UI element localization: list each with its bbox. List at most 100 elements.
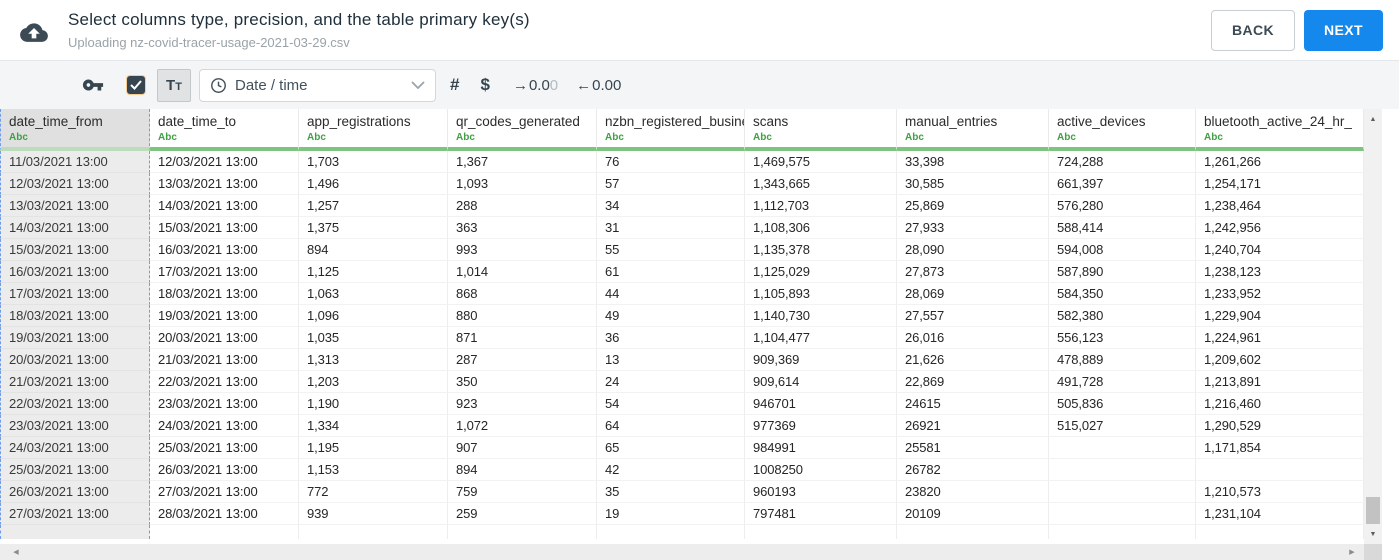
cell[interactable]: 1,496 [299,173,448,195]
cell[interactable]: 20/03/2021 13:00 [0,349,150,371]
include-column-checkbox[interactable] [127,76,145,94]
column-header-date_time_to[interactable]: date_time_to Abc [150,109,299,151]
cell[interactable]: 1,290,529 [1196,415,1364,437]
cell[interactable]: 12/03/2021 13:00 [0,173,150,195]
cell[interactable]: 1,210,573 [1196,481,1364,503]
cell[interactable]: 1,343,665 [745,173,897,195]
cell[interactable]: 13 [597,349,745,371]
text-type-button[interactable]: Tt [157,68,191,102]
number-type-button[interactable]: # [450,75,460,94]
cell[interactable] [597,525,745,539]
cell[interactable]: 1,229,904 [1196,305,1364,327]
cell[interactable]: 20/03/2021 13:00 [150,327,299,349]
column-header-qr_codes_generated[interactable]: qr_codes_generated Abc [448,109,597,151]
cell[interactable]: 25/03/2021 13:00 [150,437,299,459]
cell[interactable]: 288 [448,195,597,217]
cell[interactable]: 42 [597,459,745,481]
cell[interactable]: 15/03/2021 13:00 [0,239,150,261]
cell[interactable]: 18/03/2021 13:00 [150,283,299,305]
decrease-decimals-button[interactable]: →0.00 [512,76,559,94]
cell[interactable]: 35 [597,481,745,503]
cell[interactable]: 11/03/2021 13:00 [0,151,150,173]
cell[interactable]: 1,063 [299,283,448,305]
column-header-nzbn_registered_busine[interactable]: nzbn_registered_busine Abc [597,109,745,151]
cell[interactable]: 64 [597,415,745,437]
cell[interactable]: 13/03/2021 13:00 [0,195,150,217]
cell[interactable]: 57 [597,173,745,195]
cell[interactable]: 939 [299,503,448,525]
cell[interactable]: 23/03/2021 13:00 [150,393,299,415]
cell[interactable]: 1,203 [299,371,448,393]
cell[interactable]: 25/03/2021 13:00 [0,459,150,481]
cell[interactable]: 14/03/2021 13:00 [150,195,299,217]
cell[interactable]: 478,889 [1049,349,1196,371]
cell[interactable]: 1,171,854 [1196,437,1364,459]
column-header-manual_entries[interactable]: manual_entries Abc [897,109,1049,151]
cell[interactable]: 16/03/2021 13:00 [150,239,299,261]
cell[interactable]: 724,288 [1049,151,1196,173]
cell[interactable]: 984991 [745,437,897,459]
cell[interactable]: 22/03/2021 13:00 [0,393,150,415]
scroll-right-arrow[interactable]: ▶ [1349,549,1355,556]
cell[interactable]: 1,334 [299,415,448,437]
cell[interactable]: 1,135,378 [745,239,897,261]
cell[interactable]: 25581 [897,437,1049,459]
cell[interactable]: 350 [448,371,597,393]
cell[interactable]: 28,069 [897,283,1049,305]
cell[interactable]: 1,105,893 [745,283,897,305]
cell[interactable]: 16/03/2021 13:00 [0,261,150,283]
cell[interactable]: 1,242,956 [1196,217,1364,239]
cell[interactable]: 759 [448,481,597,503]
cell[interactable]: 1,469,575 [745,151,897,173]
cell[interactable]: 556,123 [1049,327,1196,349]
cell[interactable] [1049,525,1196,539]
cell[interactable]: 26921 [897,415,1049,437]
cell[interactable]: 24/03/2021 13:00 [150,415,299,437]
cell[interactable]: 26,016 [897,327,1049,349]
cell[interactable]: 907 [448,437,597,459]
cell[interactable]: 1,240,704 [1196,239,1364,261]
cell[interactable]: 661,397 [1049,173,1196,195]
cell[interactable]: 1,072 [448,415,597,437]
cell[interactable]: 19/03/2021 13:00 [0,327,150,349]
cell[interactable]: 1,261,266 [1196,151,1364,173]
cell[interactable]: 17/03/2021 13:00 [0,283,150,305]
cell[interactable]: 65 [597,437,745,459]
cell[interactable] [0,525,150,539]
cell[interactable]: 36 [597,327,745,349]
cell[interactable]: 27/03/2021 13:00 [0,503,150,525]
column-header-bluetooth_active_24_hr_[interactable]: bluetooth_active_24_hr_ Abc [1196,109,1364,151]
cell[interactable]: 24/03/2021 13:00 [0,437,150,459]
cell[interactable]: 26782 [897,459,1049,481]
cell[interactable]: 44 [597,283,745,305]
cell[interactable]: 19 [597,503,745,525]
back-button[interactable]: BACK [1210,9,1295,51]
cell[interactable]: 491,728 [1049,371,1196,393]
cell[interactable]: 1,209,602 [1196,349,1364,371]
cell[interactable]: 27,933 [897,217,1049,239]
cell[interactable]: 868 [448,283,597,305]
cell[interactable]: 1,153 [299,459,448,481]
vertical-scrollbar[interactable]: ▲ ▼ [1364,109,1382,544]
currency-type-button[interactable]: $ [480,75,490,94]
scroll-up-arrow[interactable]: ▲ [1369,115,1377,123]
cell[interactable]: 894 [448,459,597,481]
horizontal-scrollbar[interactable]: ◀ ▶ [0,544,1364,560]
cell[interactable]: 946701 [745,393,897,415]
cell[interactable]: 21/03/2021 13:00 [150,349,299,371]
cell[interactable]: 26/03/2021 13:00 [150,459,299,481]
cell[interactable]: 13/03/2021 13:00 [150,173,299,195]
cell[interactable]: 1,233,952 [1196,283,1364,305]
cell[interactable]: 1,104,477 [745,327,897,349]
cell[interactable]: 1,375 [299,217,448,239]
cell[interactable] [1049,459,1196,481]
cell[interactable]: 576,280 [1049,195,1196,217]
cell[interactable]: 259 [448,503,597,525]
cell[interactable]: 1,140,730 [745,305,897,327]
cell[interactable]: 1,195 [299,437,448,459]
cell[interactable]: 1,313 [299,349,448,371]
vertical-scrollbar-thumb[interactable] [1366,497,1380,524]
cell[interactable]: 960193 [745,481,897,503]
cell[interactable]: 1,093 [448,173,597,195]
cell[interactable]: 22/03/2021 13:00 [150,371,299,393]
